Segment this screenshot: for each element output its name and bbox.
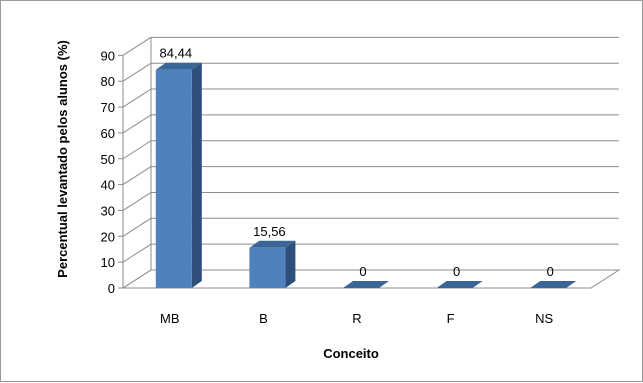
y-tick-label-6: 60 bbox=[101, 126, 115, 141]
bar-top-f bbox=[436, 281, 483, 288]
y-tick-label-4: 40 bbox=[101, 178, 115, 193]
data-label-r: 0 bbox=[359, 264, 366, 279]
bars bbox=[155, 62, 577, 289]
x-tick-label-f: F bbox=[447, 311, 455, 326]
bar-top-r bbox=[343, 281, 389, 288]
side-gridline-6 bbox=[122, 114, 152, 134]
data-label-b: 15,56 bbox=[253, 224, 286, 239]
chart-floor bbox=[121, 269, 621, 289]
y-tick-label-7: 70 bbox=[101, 100, 115, 115]
side-gridline-8 bbox=[122, 62, 152, 82]
side-gridline-1 bbox=[122, 243, 152, 263]
side-gridline-5 bbox=[122, 140, 152, 160]
x-tick-label-mb: MB bbox=[160, 311, 180, 326]
y-tick-label-1: 10 bbox=[101, 255, 115, 270]
y-tick-label-3: 30 bbox=[101, 203, 115, 218]
x-axis-title: Conceito bbox=[323, 346, 379, 361]
bar-b bbox=[249, 240, 296, 288]
bar-ns bbox=[530, 281, 577, 288]
bar-mb bbox=[155, 62, 202, 289]
axes: 0 10 20 30 40 50 60 70 80 90 bbox=[101, 37, 621, 296]
bar-top-mb bbox=[155, 62, 202, 70]
y-tick-label-2: 20 bbox=[101, 229, 115, 244]
bar-r bbox=[343, 281, 389, 288]
labels: 84,44 MB 15,56 B 0 R 0 F 0 NS bbox=[160, 46, 554, 326]
side-gridline-7 bbox=[122, 88, 152, 108]
data-label-f: 0 bbox=[453, 264, 460, 279]
bar-top-ns bbox=[530, 281, 577, 288]
gridlines bbox=[122, 36, 619, 289]
bar-side-b bbox=[285, 240, 296, 288]
bar-front-mb bbox=[155, 69, 192, 289]
bar-side-mb bbox=[191, 62, 202, 289]
y-tick-label-5: 50 bbox=[101, 152, 115, 167]
side-gridline-3 bbox=[122, 192, 152, 211]
x-tick-label-b: B bbox=[259, 311, 268, 326]
bar-front-b bbox=[249, 247, 286, 288]
y-tick-label-9: 90 bbox=[101, 48, 115, 63]
y-tick-label-0: 0 bbox=[108, 281, 115, 296]
side-gridline-2 bbox=[122, 217, 152, 237]
side-gridline-9 bbox=[122, 36, 152, 56]
bar-top-b bbox=[249, 240, 296, 248]
x-tick-label-r: R bbox=[352, 311, 361, 326]
x-tick-label-ns: NS bbox=[535, 311, 553, 326]
data-label-mb: 84,44 bbox=[160, 46, 193, 61]
y-tick-label-8: 80 bbox=[101, 74, 115, 89]
bar-f bbox=[436, 281, 483, 288]
data-label-ns: 0 bbox=[547, 264, 554, 279]
side-gridline-4 bbox=[122, 166, 152, 186]
y-axis-title: Percentual levantado pelos alunos (%) bbox=[55, 40, 70, 278]
